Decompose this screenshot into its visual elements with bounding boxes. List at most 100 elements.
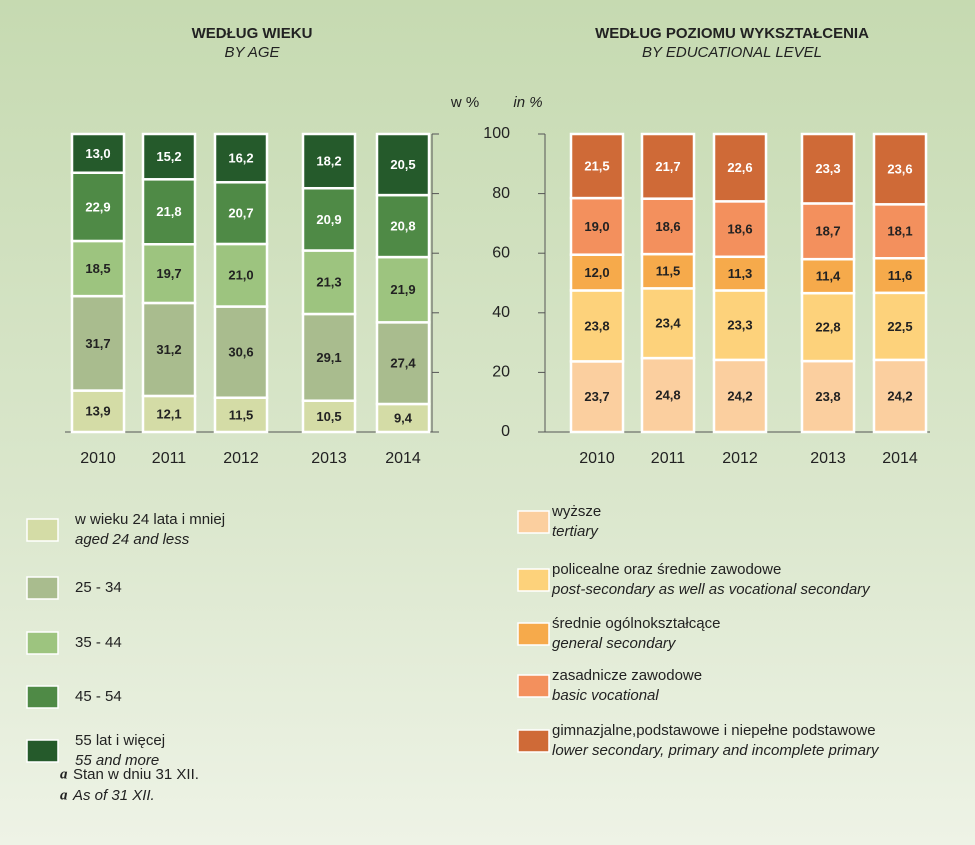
legend-label: 55 and more bbox=[75, 752, 159, 769]
value-label: 24,2 bbox=[887, 388, 912, 403]
value-label: 13,9 bbox=[85, 404, 110, 419]
legend-swatch bbox=[517, 622, 550, 646]
bar-segment bbox=[712, 132, 768, 203]
legend-label: w wieku 24 lata i mniej bbox=[74, 511, 225, 528]
value-label: 18,1 bbox=[887, 224, 912, 239]
value-label: 20,5 bbox=[390, 157, 415, 172]
x-tick-label: 2012 bbox=[722, 450, 758, 467]
value-label: 19,7 bbox=[156, 266, 181, 281]
value-label: 13,0 bbox=[85, 146, 110, 161]
bar-segment bbox=[70, 294, 126, 392]
value-label: 18,2 bbox=[316, 154, 341, 169]
legend-swatch bbox=[517, 674, 550, 698]
value-label: 21,7 bbox=[655, 159, 680, 174]
bar-segment bbox=[141, 178, 197, 246]
y-tick-label: 0 bbox=[501, 423, 510, 440]
legend-label: aged 24 and less bbox=[75, 531, 190, 548]
bar-segment bbox=[712, 255, 768, 292]
axis-unit: w % bbox=[450, 94, 479, 111]
y-tick-label: 20 bbox=[492, 364, 510, 381]
x-tick-label: 2010 bbox=[579, 450, 615, 467]
x-tick-label: 2013 bbox=[311, 450, 347, 467]
y-tick-label: 80 bbox=[492, 185, 510, 202]
value-label: 12,0 bbox=[584, 265, 609, 280]
value-label: 18,5 bbox=[85, 261, 110, 276]
bar-segment bbox=[213, 242, 269, 308]
bar-segment bbox=[375, 321, 431, 406]
value-label: 11,6 bbox=[888, 268, 913, 283]
axis-unit: in % bbox=[513, 94, 542, 111]
x-tick-label: 2013 bbox=[810, 450, 846, 467]
bar-segment bbox=[712, 358, 768, 434]
x-tick-label: 2011 bbox=[651, 450, 686, 467]
value-label: 22,9 bbox=[85, 199, 110, 214]
bar-segment bbox=[640, 197, 696, 256]
legend-label: 25 - 34 bbox=[75, 579, 122, 596]
bar-segment bbox=[712, 200, 768, 259]
bar-segment bbox=[213, 132, 269, 184]
bar-segment bbox=[872, 132, 928, 206]
legend-swatch bbox=[517, 510, 550, 534]
bar-segment bbox=[569, 132, 625, 200]
legend-swatch bbox=[26, 576, 59, 600]
legend-label: basic vocational bbox=[552, 687, 659, 704]
bar-segment bbox=[712, 289, 768, 362]
bar-segment bbox=[800, 359, 856, 434]
bar-segment bbox=[375, 132, 431, 197]
bar-segment bbox=[301, 312, 357, 402]
bar-segment bbox=[800, 202, 856, 261]
value-label: 21,9 bbox=[390, 282, 415, 297]
bar-segment bbox=[569, 360, 625, 434]
legend-label: wyższe bbox=[551, 503, 601, 520]
legend-swatch bbox=[26, 518, 59, 542]
bar-segment bbox=[640, 287, 696, 360]
value-label: 21,0 bbox=[228, 268, 253, 283]
legend-label: post-secondary as well as vocational sec… bbox=[551, 581, 871, 598]
value-label: 20,8 bbox=[390, 219, 415, 234]
chart-title: WEDŁUG WIEKU bbox=[192, 25, 313, 42]
chart-subtitle: BY EDUCATIONAL LEVEL bbox=[642, 44, 822, 61]
chart-subtitle: BY AGE bbox=[224, 44, 280, 61]
value-label: 22,5 bbox=[887, 319, 912, 334]
value-label: 23,7 bbox=[584, 389, 609, 404]
bar-segment bbox=[872, 358, 928, 434]
value-label: 22,6 bbox=[727, 160, 752, 175]
value-label: 21,5 bbox=[584, 158, 609, 173]
legend-swatch bbox=[517, 568, 550, 592]
value-label: 23,3 bbox=[727, 318, 752, 333]
bar-segment bbox=[301, 132, 357, 190]
footnote: Stan w dniu 31 XII. bbox=[73, 766, 199, 783]
legend-label: policealne oraz średnie zawodowe bbox=[552, 561, 781, 578]
x-tick-label: 2014 bbox=[882, 450, 918, 467]
legend-label: tertiary bbox=[552, 523, 599, 540]
legend-label: średnie ogólnokształcące bbox=[552, 615, 720, 632]
legend-label: 55 lat i więcej bbox=[75, 732, 165, 749]
bar-segment bbox=[70, 132, 126, 174]
value-label: 23,4 bbox=[655, 316, 681, 331]
value-label: 27,4 bbox=[390, 356, 416, 371]
footnote: As of 31 XII. bbox=[72, 787, 155, 804]
value-label: 11,3 bbox=[728, 266, 753, 281]
x-tick-label: 2012 bbox=[223, 450, 259, 467]
value-label: 22,8 bbox=[815, 320, 840, 335]
bar-segment bbox=[141, 394, 197, 434]
value-label: 15,2 bbox=[156, 149, 181, 164]
legend-label: lower secondary, primary and incomplete … bbox=[552, 742, 880, 759]
value-label: 10,5 bbox=[316, 409, 341, 424]
bar-segment bbox=[213, 181, 269, 246]
value-label: 23,8 bbox=[584, 318, 609, 333]
x-tick-label: 2011 bbox=[152, 450, 187, 467]
value-label: 23,3 bbox=[815, 161, 840, 176]
bar-segment bbox=[141, 301, 197, 398]
value-label: 20,9 bbox=[316, 212, 341, 227]
value-label: 18,6 bbox=[727, 221, 752, 236]
value-label: 23,8 bbox=[815, 389, 840, 404]
legend-label: gimnazjalne,podstawowe i niepełne podsta… bbox=[552, 722, 876, 739]
value-label: 11,4 bbox=[816, 269, 841, 284]
bar-segment bbox=[640, 132, 696, 200]
legend-label: zasadnicze zawodowe bbox=[552, 667, 702, 684]
bar-segment bbox=[301, 186, 357, 252]
footnote-marker: a bbox=[60, 787, 68, 803]
value-label: 31,7 bbox=[85, 336, 110, 351]
legend-label: 35 - 44 bbox=[75, 634, 122, 651]
